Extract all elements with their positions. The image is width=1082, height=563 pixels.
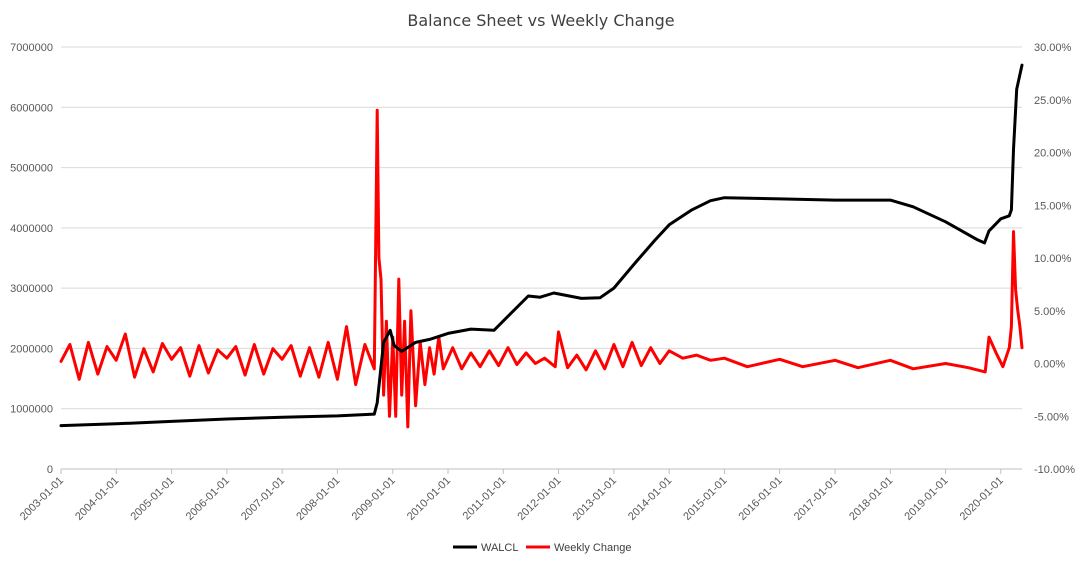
- weekly-change-line: [59, 108, 1024, 429]
- y-tick-label: 1000000: [10, 404, 53, 416]
- y-tick-label: 7000000: [10, 42, 53, 54]
- y-tick-label: 6000000: [10, 102, 53, 114]
- x-tick-label: 2006-01-01: [184, 475, 232, 523]
- x-tick-label: 2014-01-01: [626, 475, 674, 523]
- legend-label: Weekly Change: [554, 542, 631, 554]
- y-axis-right: -10.00% -5.00% 0.00% 5.00% 10.00% 15.00% 20.00…: [1034, 42, 1075, 476]
- y2-tick-label: 5.00%: [1034, 306, 1065, 318]
- x-axis: 2003-01-01 2004-01-01 2005-01-01 2006-01-01…: [18, 469, 1006, 523]
- x-tick-label: 2008-01-01: [294, 475, 342, 523]
- x-tick-label: 2020-01-01: [958, 475, 1006, 523]
- y2-tick-label: 20.00%: [1034, 148, 1072, 160]
- x-tick-label: 2012-01-01: [515, 475, 563, 523]
- x-tick-label: 2003-01-01: [18, 475, 66, 523]
- x-tick-label: 2019-01-01: [902, 475, 950, 523]
- x-tick-label: 2011-01-01: [461, 475, 509, 523]
- y-tick-label: 3000000: [10, 283, 53, 295]
- x-tick-label: 2013-01-01: [571, 475, 619, 523]
- x-tick-label: 2005-01-01: [128, 475, 176, 523]
- x-tick-label: 2015-01-01: [681, 475, 729, 523]
- x-tick-label: 2004-01-01: [73, 475, 121, 523]
- legend-label: WALCL: [481, 542, 519, 554]
- y2-tick-label: 30.00%: [1034, 42, 1072, 54]
- y-tick-label: 0: [47, 464, 53, 476]
- x-tick-label: 2007-01-01: [239, 475, 287, 523]
- series-layer: [59, 63, 1024, 429]
- y2-tick-label: 0.00%: [1034, 359, 1065, 371]
- chart-title: Balance Sheet vs Weekly Change: [407, 11, 674, 30]
- y2-tick-label: 10.00%: [1034, 253, 1072, 265]
- y2-tick-label: -5.00%: [1034, 411, 1069, 423]
- legend: WALCL Weekly Change: [453, 542, 631, 554]
- y2-tick-label: -10.00%: [1034, 464, 1075, 476]
- x-tick-label: 2017-01-01: [792, 475, 840, 523]
- x-tick-label: 2009-01-01: [350, 475, 398, 523]
- y-tick-label: 4000000: [10, 223, 53, 235]
- y-axis-left: 0 1000000 2000000 3000000 4000000 5000000 6000…: [10, 42, 53, 476]
- x-tick-label: 2016-01-01: [737, 475, 785, 523]
- y-tick-label: 2000000: [10, 343, 53, 355]
- x-tick-label: 2010-01-01: [405, 475, 453, 523]
- gridlines: [61, 46, 1022, 470]
- walcl-line: [59, 63, 1024, 428]
- x-tick-label: 2018-01-01: [847, 475, 895, 523]
- y2-tick-label: 15.00%: [1034, 200, 1072, 212]
- y2-tick-label: 25.00%: [1034, 95, 1072, 107]
- y-tick-label: 5000000: [10, 163, 53, 175]
